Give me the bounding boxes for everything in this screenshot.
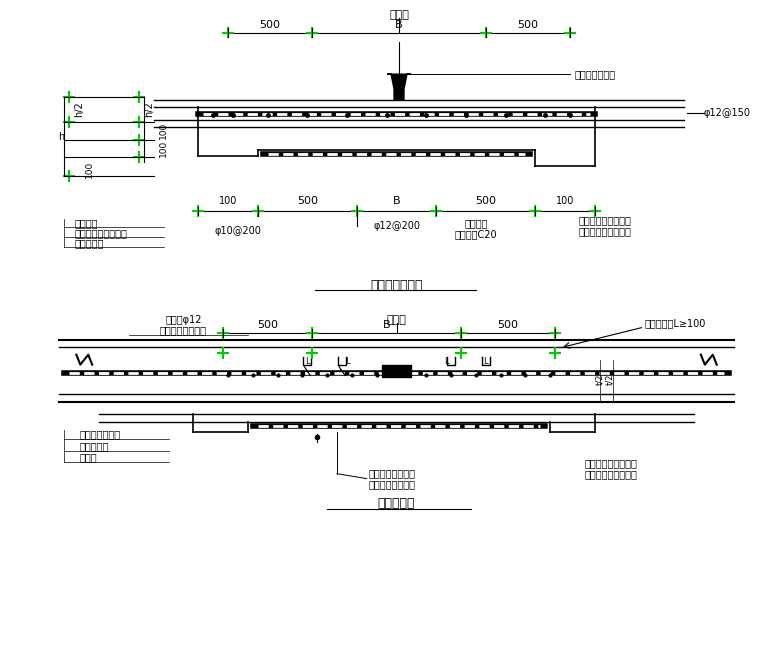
Text: L: L [483,357,488,366]
Text: 非粘土实心砖墙或
预制钢筋混凝土板: 非粘土实心砖墙或 预制钢筋混凝土板 [368,468,415,490]
Text: h/2: h/2 [144,101,154,117]
Text: 基础底板后浇带: 基础底板后浇带 [370,279,423,292]
Text: B: B [395,19,403,30]
Text: 后浇带: 后浇带 [389,10,409,20]
Text: 保护层: 保护层 [79,452,97,462]
Text: φ12@150: φ12@150 [704,108,751,118]
Text: h/2: h/2 [74,101,84,117]
Text: 100: 100 [159,122,168,139]
Text: 遇水膨胀止水条: 遇水膨胀止水条 [575,69,616,79]
Polygon shape [387,74,411,100]
Text: 100: 100 [84,161,93,178]
Text: L: L [444,357,448,366]
Text: B: B [393,196,401,206]
Text: t/2: t/2 [605,374,614,385]
Text: 垫层加厚
强度等级C20: 垫层加厚 强度等级C20 [454,218,497,240]
Text: 500: 500 [260,19,280,30]
Text: h: h [59,132,65,142]
Text: 增设附加防水层一道
位于基础防水层上面: 增设附加防水层一道 位于基础防水层上面 [578,215,631,237]
Text: 增设附加防水层一道
位于外墙防水层内侧: 增设附加防水层一道 位于外墙防水层内侧 [585,458,638,479]
Bar [382,364,411,377]
Text: 100: 100 [556,196,575,206]
Text: B: B [383,320,391,330]
Text: 混凝土垫层: 混凝土垫层 [74,238,103,248]
Text: 500: 500 [518,19,538,30]
Text: 外墙后浇带: 外墙后浇带 [378,497,415,510]
Text: 500: 500 [475,196,496,206]
Text: 100: 100 [219,196,237,206]
Text: 500: 500 [498,320,518,330]
Text: 500: 500 [257,320,278,330]
Text: 钢板止水带L≥100: 钢板止水带L≥100 [644,318,706,328]
Text: 与水平筋间隔布置: 与水平筋间隔布置 [160,325,207,335]
Text: 外墙防水层: 外墙防水层 [79,441,109,451]
Text: φ12@200: φ12@200 [373,221,420,231]
Text: 基础底板: 基础底板 [74,218,98,228]
Text: 钢筋混凝土外墙: 钢筋混凝土外墙 [79,429,120,439]
Text: 附加筋φ12: 附加筋φ12 [165,315,201,325]
Text: t/2: t/2 [595,374,604,385]
Text: 后浇带: 后浇带 [387,315,407,325]
Text: L: L [305,357,309,366]
Text: φ10@200: φ10@200 [214,226,261,236]
Text: L: L [344,357,350,366]
Text: 500: 500 [297,196,318,206]
Text: 基础防水层及保护层: 基础防水层及保护层 [74,228,127,238]
Text: 100: 100 [159,140,168,157]
